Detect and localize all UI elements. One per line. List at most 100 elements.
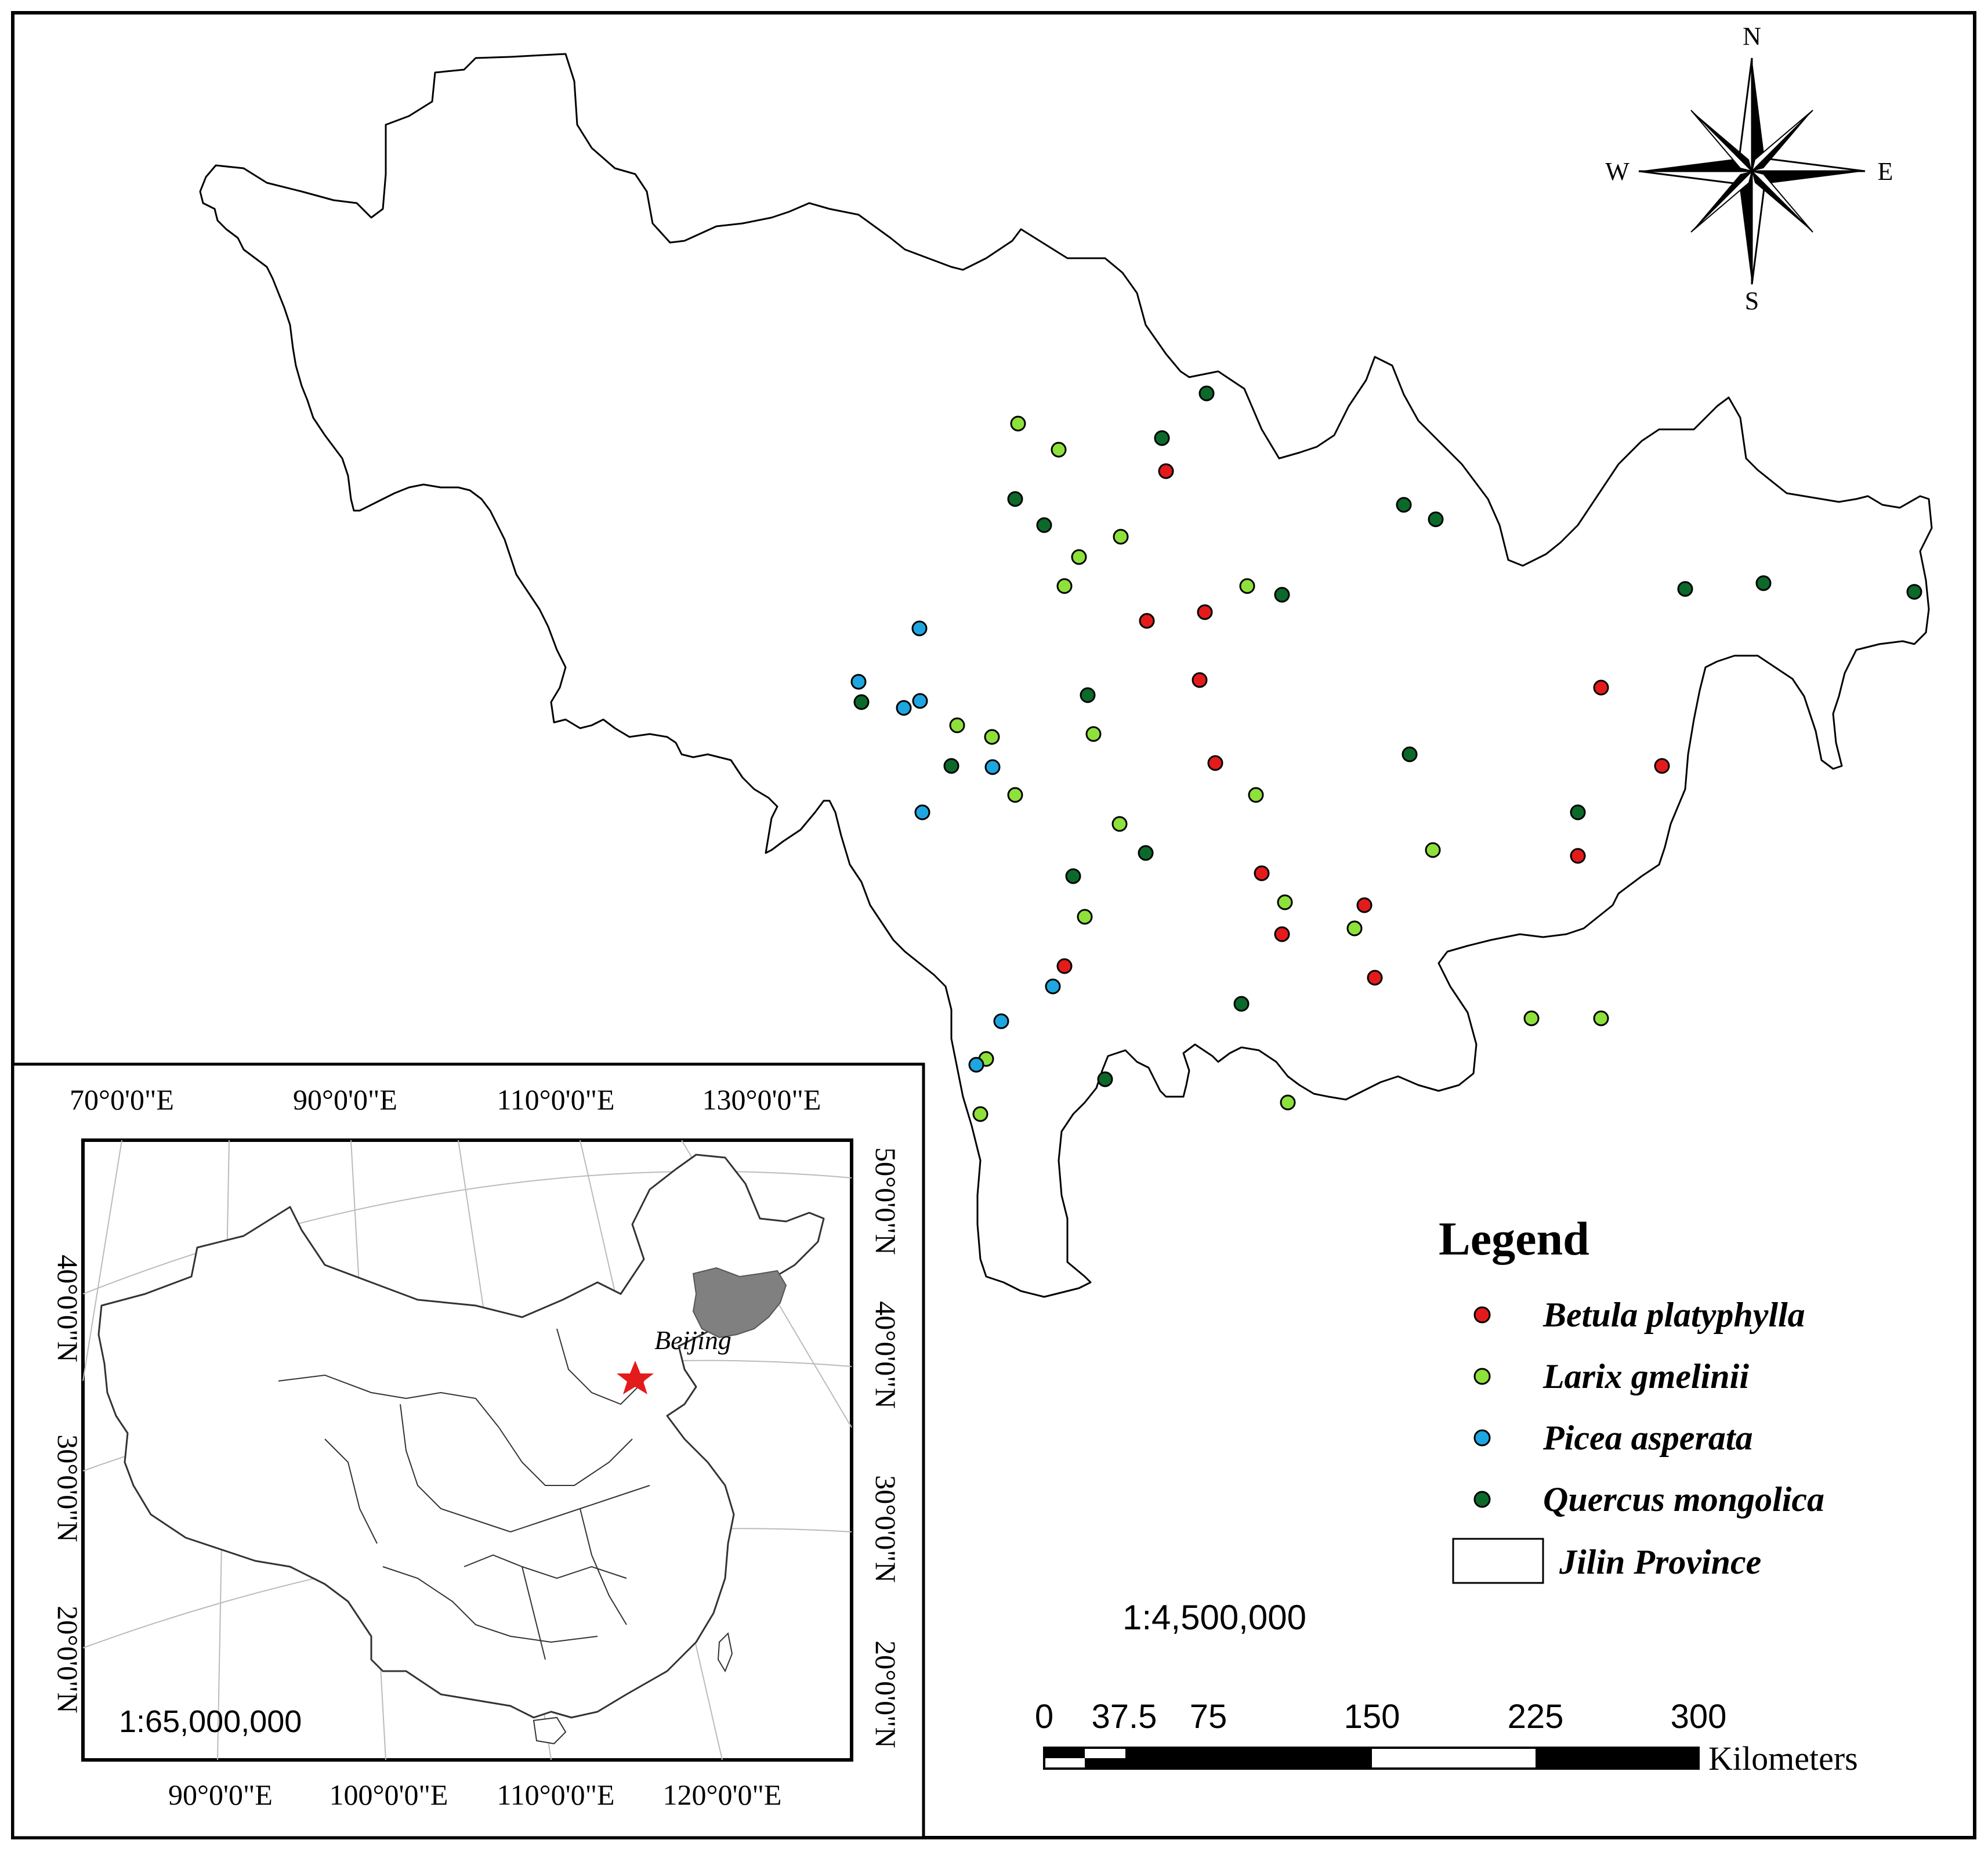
inset-right-label-2: 30°0'0"N <box>870 1475 902 1583</box>
quercus-point <box>1198 385 1215 402</box>
legend-picea-dot <box>1473 1429 1491 1447</box>
legend-betula-label: Betula platyphylla <box>1542 1296 1805 1334</box>
quercus-point <box>1402 746 1418 762</box>
quercus-point <box>1097 1071 1113 1087</box>
picea-point <box>896 700 912 716</box>
betula-point <box>1356 897 1373 913</box>
inset-bottom-label-2: 110°0'0"E <box>497 1778 614 1811</box>
larix-point <box>972 1106 988 1122</box>
larix-point <box>1071 549 1087 565</box>
betula-point <box>1274 926 1290 942</box>
betula-point <box>1207 755 1223 771</box>
larix-point <box>984 729 1000 745</box>
inset-top-label-0: 70°0'0"E <box>70 1083 174 1116</box>
compass-north: N <box>1743 22 1761 50</box>
quercus-point <box>1036 517 1052 533</box>
quercus-point <box>1677 581 1693 597</box>
larix-point <box>1248 787 1264 803</box>
larix-point <box>1277 894 1293 910</box>
betula-point <box>1139 613 1155 629</box>
larix-point <box>1051 442 1067 458</box>
quercus-point <box>1396 497 1412 513</box>
legend-larix-dot <box>1473 1368 1491 1385</box>
quercus-point <box>1428 511 1444 527</box>
betula-point <box>1158 463 1174 479</box>
scalebar-tick-2: 75 <box>1190 1698 1227 1736</box>
inset-map: Beijing 70°0'0"E 90°0'0"E 110°0'0"E 130°… <box>11 1062 925 1839</box>
betula-point <box>1367 970 1383 986</box>
betula-point <box>1197 604 1213 620</box>
inset-bottom-label-3: 120°0'0"E <box>663 1778 782 1811</box>
picea-point <box>911 620 928 637</box>
quercus-point <box>1274 587 1290 603</box>
quercus-point <box>853 694 870 710</box>
betula-point <box>1254 865 1270 881</box>
inset-scale-ratio: 1:65,000,000 <box>119 1704 302 1739</box>
map-frame <box>11 11 1976 1839</box>
picea-point <box>850 674 867 690</box>
quercus-point <box>1233 996 1250 1012</box>
picea-point <box>993 1013 1009 1029</box>
legend-title: Legend <box>1439 1212 1589 1265</box>
scale-bar: 0 37.5 75 150 225 300 Kilometers <box>1035 1698 1858 1777</box>
inset-top-label-3: 130°0'0"E <box>703 1083 821 1116</box>
larix-point <box>1280 1094 1296 1111</box>
quercus-point <box>1065 868 1081 884</box>
larix-point <box>949 717 965 733</box>
inset-left-label-2: 20°0'0"N <box>52 1606 84 1713</box>
legend-jilin-box <box>1452 1538 1544 1584</box>
china-outline <box>97 1154 825 1719</box>
compass-west: W <box>1605 157 1629 186</box>
scalebar-tick-4: 225 <box>1508 1698 1564 1736</box>
scalebar-tick-0: 0 <box>1035 1698 1053 1736</box>
scalebar-tick-5: 300 <box>1671 1698 1727 1736</box>
larix-point <box>1239 578 1255 594</box>
picea-point <box>984 759 1001 775</box>
inset-right-label-3: 20°0'0"N <box>870 1640 902 1748</box>
inset-right-label-1: 40°0'0"N <box>870 1301 902 1409</box>
quercus-point <box>1138 845 1154 861</box>
scalebar-tick-1: 37.5 <box>1092 1698 1157 1736</box>
legend-betula-dot <box>1473 1306 1491 1324</box>
legend-quercus-label: Quercus mongolica <box>1543 1480 1824 1519</box>
quercus-point <box>1570 804 1586 820</box>
quercus-point <box>943 758 959 774</box>
beijing-star <box>617 1361 654 1394</box>
larix-point <box>1425 842 1441 858</box>
legend-picea-label: Picea asperata <box>1542 1419 1753 1457</box>
picea-point <box>912 693 928 709</box>
quercus-point <box>1007 491 1023 507</box>
larix-point <box>1111 816 1128 832</box>
inset-left-label-1: 30°0'0"N <box>52 1434 84 1542</box>
legend-quercus-dot <box>1473 1491 1491 1508</box>
quercus-point <box>1755 575 1772 591</box>
larix-point <box>1007 787 1023 803</box>
jilin-province-outline <box>199 53 1933 1298</box>
compass-east: E <box>1878 157 1893 186</box>
larix-point <box>1010 415 1026 432</box>
quercus-point <box>1906 584 1922 600</box>
quercus-point <box>1154 430 1170 446</box>
betula-point <box>1570 848 1586 864</box>
larix-point <box>1523 1010 1540 1026</box>
beijing-label: Beijing <box>654 1325 732 1355</box>
inset-bottom-label-1: 100°0'0"E <box>329 1778 448 1811</box>
larix-point <box>1113 529 1129 545</box>
inset-bottom-label-0: 90°0'0"E <box>168 1778 273 1811</box>
main-scale-ratio: 1:4,500,000 <box>1122 1598 1306 1637</box>
betula-point <box>1192 672 1208 688</box>
scalebar-unit: Kilometers <box>1708 1740 1858 1777</box>
legend: Legend Betula platyphylla Larix gmelinii… <box>1439 1212 1824 1584</box>
inset-left-label-0: 40°0'0"N <box>52 1255 84 1362</box>
inset-top-label-1: 90°0'0"E <box>293 1083 397 1116</box>
compass-south: S <box>1745 287 1759 315</box>
picea-point <box>1045 978 1061 995</box>
betula-point <box>1593 679 1609 696</box>
jilin-highlight <box>692 1267 787 1339</box>
compass-rose: N S E W <box>1605 22 1893 315</box>
scalebar-tick-3: 150 <box>1344 1698 1400 1736</box>
larix-point <box>1593 1010 1609 1026</box>
picea-point <box>914 804 930 820</box>
larix-point <box>1056 578 1073 594</box>
